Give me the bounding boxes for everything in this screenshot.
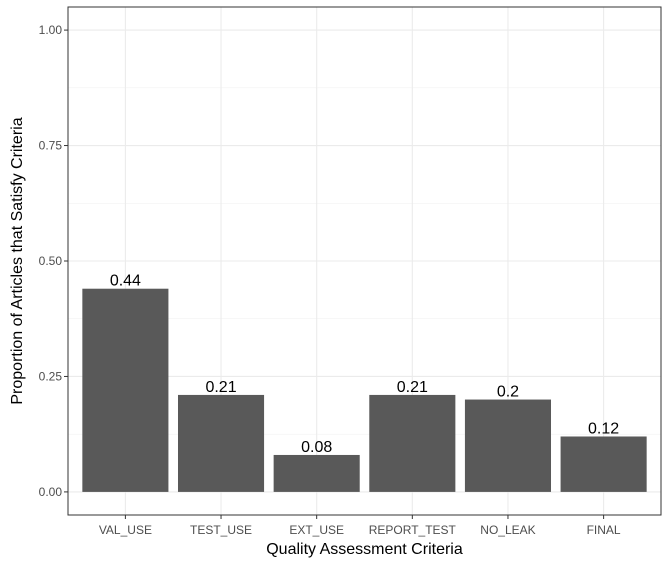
- y-tick-label: 0.75: [39, 139, 63, 153]
- bars: [82, 288, 647, 492]
- x-tick-label: NO_LEAK: [480, 523, 535, 537]
- data-label: 0.21: [397, 379, 428, 396]
- bar-final: [560, 436, 647, 492]
- x-tick-label: TEST_USE: [190, 523, 252, 537]
- data-label: 0.08: [301, 439, 332, 456]
- x-tick-label: EXT_USE: [289, 523, 344, 537]
- y-axis: 0.00 0.25 0.50 0.75 1.00: [39, 23, 68, 499]
- bar-no-leak: [464, 399, 552, 492]
- y-tick-label: 0.25: [39, 369, 63, 383]
- data-label: 0.2: [497, 384, 519, 401]
- y-tick-label: 0.50: [39, 254, 63, 268]
- data-label: 0.12: [588, 420, 619, 437]
- x-axis-title: Quality Assessment Criteria: [266, 541, 463, 558]
- bar-val-use: [82, 288, 169, 492]
- bar-report-test: [369, 394, 456, 492]
- x-axis: VAL_USE TEST_USE EXT_USE REPORT_TEST NO_LEAK…: [99, 515, 621, 537]
- bar-test-use: [177, 394, 265, 492]
- data-label: 0.21: [205, 379, 236, 396]
- y-tick-label: 0.00: [39, 485, 63, 499]
- data-labels: 0.44 0.21 0.08 0.21 0.2 0.12: [110, 273, 619, 456]
- data-label: 0.44: [110, 273, 141, 290]
- x-tick-label: REPORT_TEST: [369, 523, 457, 537]
- bar-ext-use: [273, 454, 360, 492]
- x-tick-label: VAL_USE: [99, 523, 152, 537]
- y-axis-title: Proportion of Articles that Satisfy Crit…: [9, 117, 26, 404]
- x-tick-label: FINAL: [587, 523, 621, 537]
- y-tick-label: 1.00: [39, 23, 63, 37]
